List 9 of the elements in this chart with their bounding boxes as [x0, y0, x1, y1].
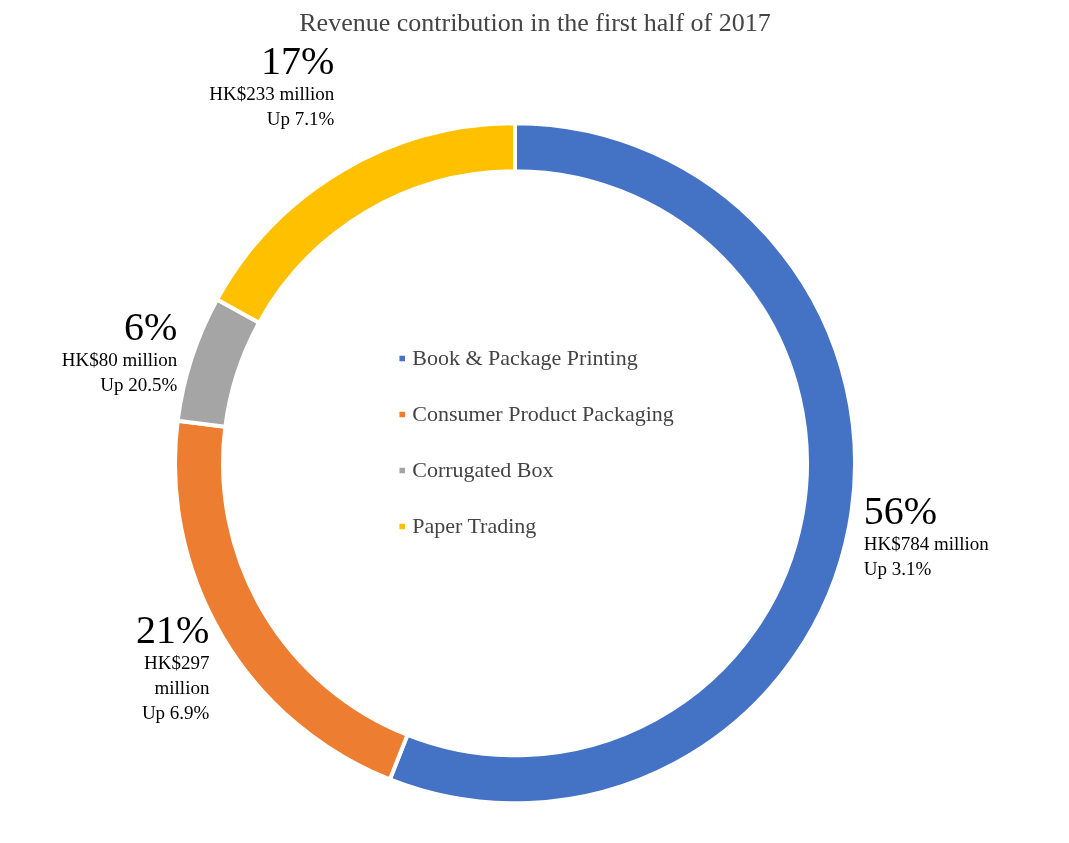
data-label: 6% HK$80 million Up 20.5%	[61, 304, 178, 396]
data-label: 17% HK$233 million Up 7.1%	[209, 37, 335, 129]
chart-title: Revenue contribution in the first half of 2017	[299, 7, 771, 37]
data-label: 21% HK$297 million Up 6.9%	[136, 606, 210, 723]
data-label: 56% HK$784 million Up 3.1%	[863, 487, 990, 579]
legend-label: Corrugated Box	[412, 457, 554, 483]
legend-label: Consumer Product Packaging	[412, 401, 674, 427]
legend-label: Paper Trading	[412, 513, 537, 539]
legend-label: Book & Package Printing	[412, 345, 638, 371]
